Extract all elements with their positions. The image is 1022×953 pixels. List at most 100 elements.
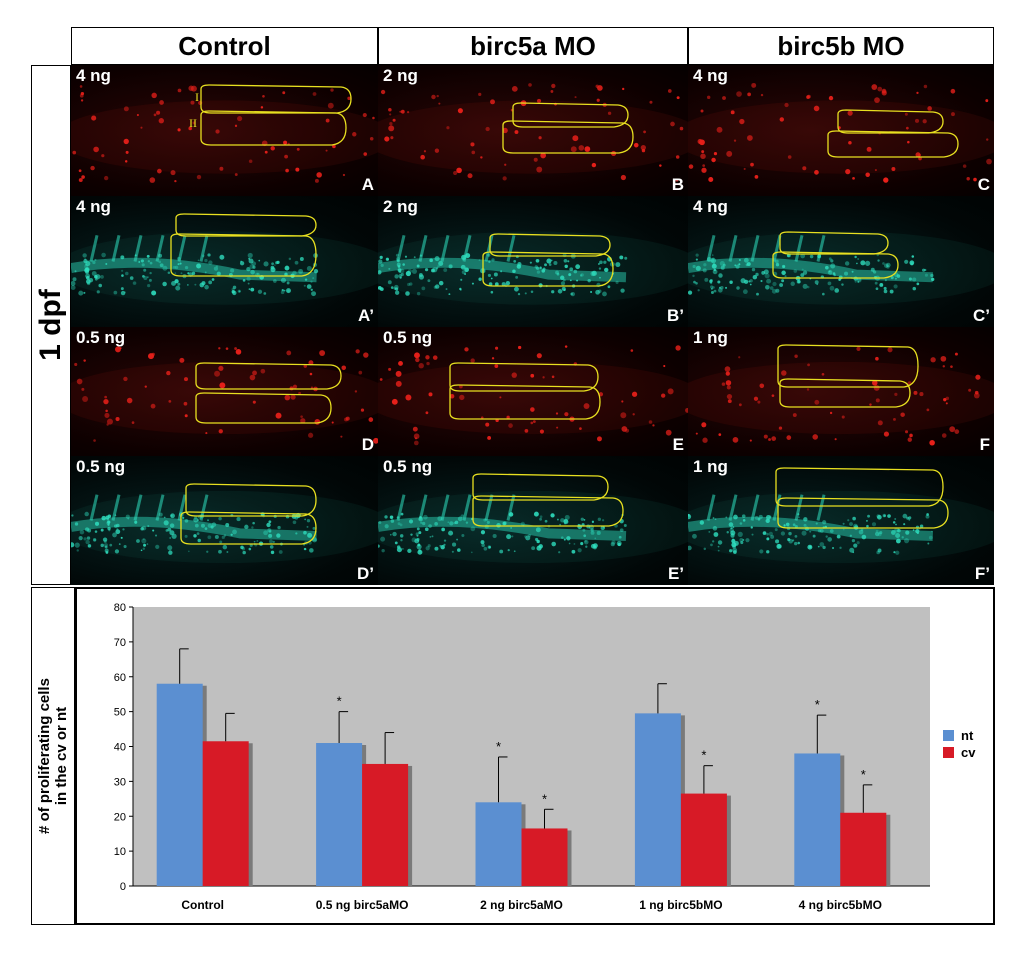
labeled-cell [158, 253, 163, 258]
proliferating-cell [763, 434, 768, 439]
labeled-cell [809, 254, 814, 259]
proliferating-cell [661, 393, 666, 398]
proliferating-cell [103, 398, 109, 405]
labeled-cell [730, 530, 736, 536]
labeled-cell [597, 517, 602, 521]
labeled-cell [931, 530, 933, 533]
labeled-cell [197, 514, 203, 519]
proliferating-cell [106, 418, 113, 425]
proliferating-cell [814, 399, 820, 405]
labeled-cell [286, 288, 291, 294]
labeled-cell [871, 522, 877, 527]
proliferating-cell [725, 371, 730, 376]
labeled-cell [276, 533, 281, 538]
labeled-cell [861, 534, 867, 540]
proliferating-cell [310, 386, 314, 389]
labeled-cell [766, 278, 772, 284]
labeled-cell [464, 267, 469, 273]
labeled-cell [116, 528, 119, 531]
proliferating-cell [188, 126, 192, 131]
labeled-cell [590, 530, 595, 535]
labeled-cell [931, 277, 935, 282]
labeled-cell [535, 266, 540, 270]
labeled-cell [825, 535, 828, 538]
labeled-cell [533, 511, 539, 517]
labeled-cell [478, 277, 482, 281]
labeled-cell [882, 262, 885, 265]
labeled-cell [460, 514, 465, 518]
proliferating-cell [518, 345, 522, 350]
labeled-cell [177, 282, 181, 286]
proliferating-cell [881, 88, 887, 94]
proliferating-cell [556, 426, 559, 429]
labeled-cell [443, 539, 447, 542]
labeled-cell [101, 515, 107, 521]
labeled-cell [278, 550, 283, 554]
labeled-cell [697, 289, 700, 292]
labeled-cell [448, 530, 454, 536]
proliferating-cell [852, 176, 855, 180]
labeled-cell [781, 279, 785, 283]
micrograph [688, 82, 994, 183]
labeled-cell [541, 269, 546, 273]
labeled-cell [306, 525, 309, 528]
labeled-cell [930, 273, 934, 278]
labeled-cell [418, 531, 422, 535]
labeled-cell [163, 520, 169, 526]
proliferating-cell [418, 363, 424, 369]
proliferating-cell [930, 357, 936, 363]
labeled-cell [576, 279, 579, 282]
labeled-cell [232, 529, 237, 535]
proliferating-cell [82, 395, 89, 402]
cv-outline [195, 392, 332, 424]
labeled-cell [437, 264, 440, 268]
proliferating-cell [123, 138, 129, 145]
labeled-cell [802, 270, 808, 275]
proliferating-cell [93, 146, 99, 153]
labeled-cell [158, 260, 162, 264]
labeled-cell [618, 535, 622, 539]
nt-outline [837, 109, 944, 134]
proliferating-cell [314, 178, 319, 183]
proliferating-cell [504, 163, 507, 166]
nt-outline [775, 467, 944, 507]
proliferating-cell [459, 394, 465, 401]
labeled-cell [242, 279, 246, 282]
proliferating-cell [426, 361, 430, 366]
proliferating-cell [327, 102, 334, 109]
labeled-cell [146, 254, 150, 258]
x-tick-label: 1 ng birc5bMO [639, 898, 722, 912]
labeled-cell [875, 529, 879, 533]
image-panel: 2 ng B [378, 65, 688, 196]
micrograph [378, 473, 688, 564]
proliferating-cell [807, 363, 810, 367]
labeled-cell [739, 538, 744, 543]
proliferating-cell [845, 169, 851, 175]
labeled-cell [241, 547, 246, 551]
proliferating-cell [574, 96, 577, 99]
vessel-band [71, 516, 317, 541]
labeled-cell [416, 544, 422, 550]
labeled-cell [413, 256, 416, 259]
labeled-cell [733, 550, 737, 554]
cv-outline [200, 110, 347, 146]
labeled-cell [735, 264, 740, 269]
labeled-cell [394, 287, 399, 291]
proliferating-cell [676, 96, 680, 100]
labeled-cell [155, 534, 158, 537]
labeled-cell [766, 532, 769, 536]
labeled-cell [491, 258, 495, 262]
proliferating-cell [219, 166, 224, 171]
labeled-cell [125, 271, 129, 276]
labeled-cell [729, 280, 733, 284]
labeled-cell [152, 529, 155, 532]
labeled-cell [461, 270, 466, 275]
labeled-cell [536, 539, 540, 544]
labeled-cell [424, 527, 429, 532]
y-axis-label-line-2: in the cv or nt [53, 706, 70, 806]
proliferating-cell [778, 426, 783, 430]
labeled-cell [379, 255, 383, 260]
proliferating-cell [779, 117, 785, 122]
labeled-cell [708, 530, 711, 533]
proliferating-cell [159, 100, 164, 105]
